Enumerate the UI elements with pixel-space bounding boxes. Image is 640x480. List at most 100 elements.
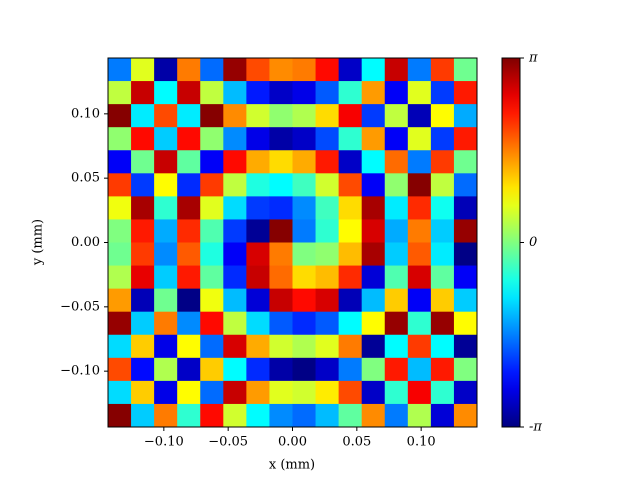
- heatmap-cell: [338, 127, 363, 151]
- heatmap-cell: [108, 265, 132, 290]
- heatmap-cell: [246, 334, 270, 359]
- heatmap-cell: [223, 242, 247, 266]
- heatmap-cell: [292, 403, 316, 428]
- heatmap-cell: [315, 196, 340, 220]
- heatmap-cell: [430, 265, 455, 290]
- heatmap-cell: [177, 334, 201, 359]
- heatmap-cell: [131, 403, 155, 428]
- heatmap-cell: [453, 219, 478, 243]
- heatmap-cell: [338, 380, 363, 405]
- y-tick-label: 0.00: [71, 235, 100, 250]
- heatmap-cell: [453, 288, 478, 313]
- heatmap-cell: [384, 311, 409, 336]
- heatmap-cell: [407, 265, 432, 290]
- heatmap-cell: [384, 288, 409, 313]
- heatmap-cell: [177, 288, 201, 313]
- heatmap-cell: [384, 173, 409, 197]
- heatmap-cell: [131, 173, 155, 197]
- x-tick-label: −0.05: [208, 435, 248, 450]
- heatmap-cell: [131, 334, 155, 359]
- heatmap-cell: [154, 242, 178, 266]
- heatmap-cell: [407, 196, 432, 220]
- heatmap-cell: [108, 242, 132, 266]
- heatmap-cell: [223, 334, 247, 359]
- heatmap-cell: [407, 357, 432, 382]
- heatmap-cell: [200, 173, 224, 197]
- heatmap-cell: [269, 196, 293, 220]
- colorbar-tick-label: 0: [529, 235, 537, 250]
- heatmap-cell: [292, 311, 316, 336]
- heatmap-cell: [131, 242, 155, 266]
- heatmap-cell: [361, 58, 386, 82]
- heatmap-cell: [315, 127, 340, 151]
- heatmap-cell: [361, 173, 386, 197]
- heatmap-cell: [154, 104, 178, 128]
- heatmap-cell: [177, 104, 201, 128]
- heatmap-cell: [269, 242, 293, 266]
- heatmap-cell: [177, 311, 201, 336]
- x-tick-label: 0.10: [407, 435, 436, 450]
- x-tick-label: 0.00: [278, 435, 307, 450]
- heatmap-cell: [177, 150, 201, 174]
- heatmap-cell: [223, 58, 247, 82]
- heatmap-cell: [338, 150, 363, 174]
- heatmap-cell: [177, 265, 201, 290]
- heatmap-cell: [361, 334, 386, 359]
- heatmap-cell: [246, 380, 270, 405]
- heatmap-cell: [292, 196, 316, 220]
- heatmap-cell: [453, 334, 478, 359]
- heatmap-cell: [200, 265, 224, 290]
- heatmap-cell: [108, 58, 132, 82]
- heatmap-cell: [407, 173, 432, 197]
- heatmap-cell: [430, 104, 455, 128]
- heatmap-cell: [407, 334, 432, 359]
- heatmap-cell: [154, 334, 178, 359]
- heatmap-cell: [453, 380, 478, 405]
- heatmap-cell: [361, 288, 386, 313]
- heatmap-cell: [223, 265, 247, 290]
- heatmap-cell: [453, 403, 478, 428]
- heatmap-cell: [246, 58, 270, 82]
- heatmap-cell: [177, 380, 201, 405]
- heatmap-cell: [200, 311, 224, 336]
- heatmap-cell: [246, 403, 270, 428]
- heatmap-cell: [361, 380, 386, 405]
- heatmap-cell: [200, 403, 224, 428]
- heatmap-cell: [246, 81, 270, 105]
- heatmap-cell: [269, 311, 293, 336]
- heatmap-cell: [430, 81, 455, 105]
- heatmap-cell: [292, 104, 316, 128]
- heatmap-cell: [407, 380, 432, 405]
- heatmap-cell: [315, 81, 340, 105]
- heatmap-cell: [407, 288, 432, 313]
- heatmap-cell: [430, 127, 455, 151]
- heatmap-cell: [338, 196, 363, 220]
- heatmap-cell: [108, 196, 132, 220]
- heatmap-cell: [246, 219, 270, 243]
- heatmap-cell: [407, 403, 432, 428]
- heatmap-cell: [453, 81, 478, 105]
- heatmap-cell: [246, 311, 270, 336]
- heatmap-cell: [292, 173, 316, 197]
- heatmap-cell: [200, 357, 224, 382]
- heatmap-cell: [269, 334, 293, 359]
- heatmap-cell: [384, 104, 409, 128]
- heatmap-cell: [246, 242, 270, 266]
- heatmap-cell: [154, 265, 178, 290]
- heatmap-cell: [361, 357, 386, 382]
- heatmap-cell: [177, 173, 201, 197]
- heatmap-cell: [108, 288, 132, 313]
- heatmap-cell: [177, 403, 201, 428]
- heatmap-cell: [292, 334, 316, 359]
- heatmap-cell: [430, 242, 455, 266]
- heatmap-cell: [430, 288, 455, 313]
- heatmap-cell: [338, 311, 363, 336]
- heatmap: [108, 58, 478, 428]
- heatmap-cell: [361, 104, 386, 128]
- heatmap-cell: [154, 219, 178, 243]
- heatmap-cell: [269, 173, 293, 197]
- heatmap-cell: [384, 357, 409, 382]
- heatmap-cell: [407, 127, 432, 151]
- y-tick-label: −0.10: [60, 364, 100, 379]
